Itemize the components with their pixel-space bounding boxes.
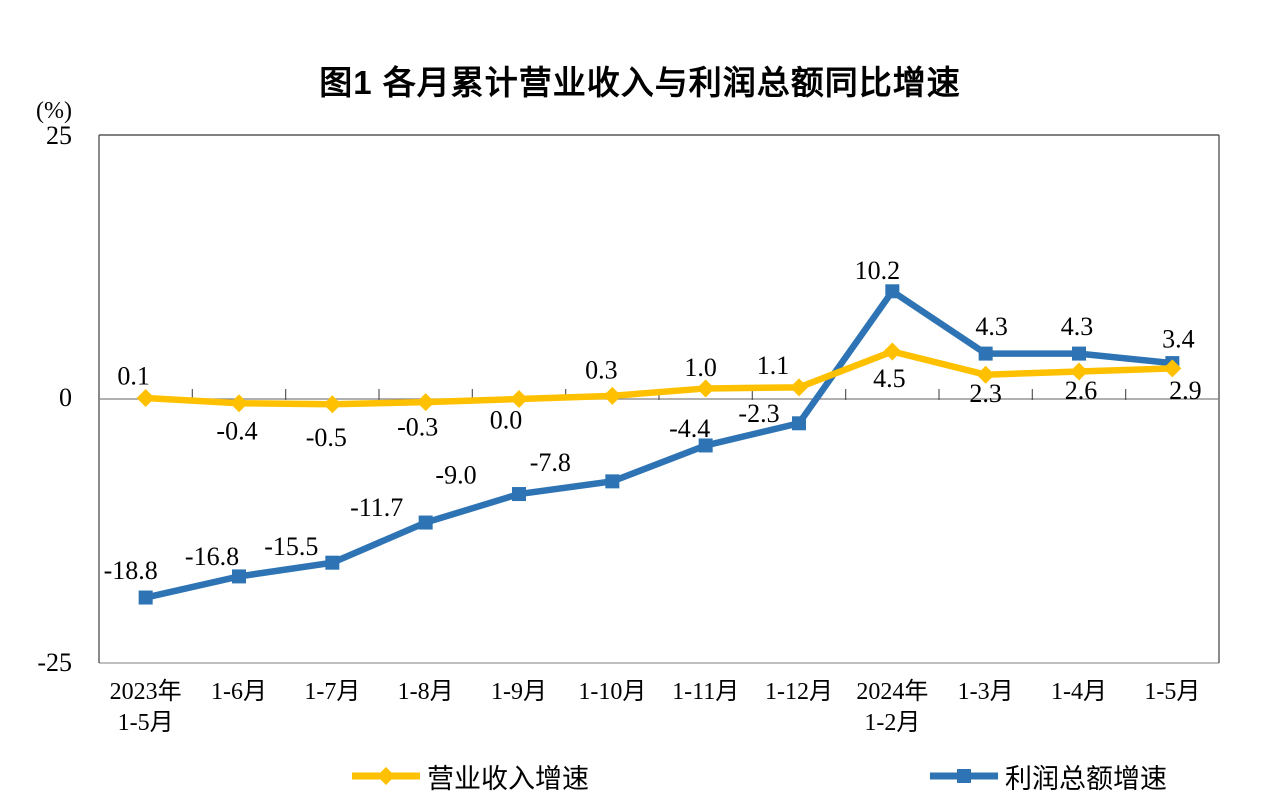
x-axis-category-label: 1-11月 — [672, 679, 740, 705]
data-point-label: 0.0 — [490, 406, 523, 435]
x-axis-category-label: 1-8月 — [397, 679, 454, 705]
data-point-label: -9.0 — [435, 461, 476, 490]
data-point-label: -0.3 — [397, 413, 438, 442]
data-point-marker — [885, 284, 900, 299]
y-axis-unit-label: (%) — [36, 98, 72, 124]
legend-item-revenue: 营业收入增速 — [352, 759, 589, 794]
data-point-marker — [792, 416, 806, 431]
data-point-marker — [603, 386, 622, 405]
legend-item-profit: 利润总额增速 — [930, 759, 1167, 794]
data-point-label: 1.0 — [684, 353, 717, 382]
data-point-label: -0.4 — [216, 417, 257, 446]
x-axis-category-label: 1-3月 — [957, 679, 1014, 705]
data-point-marker — [416, 393, 435, 412]
data-point-marker — [605, 474, 620, 489]
data-point-label: 2.3 — [969, 379, 1002, 408]
data-point-label: 2.9 — [1169, 376, 1202, 405]
data-point-marker — [232, 569, 246, 584]
data-point-label: -0.5 — [306, 423, 347, 452]
x-axis-category-label: 1-4月 — [1051, 679, 1107, 705]
x-axis-category-label: 1-12月 — [765, 679, 833, 705]
x-axis-category-label: 1-5月 — [1144, 679, 1201, 705]
data-point-marker — [696, 379, 715, 398]
legend-label-revenue: 营业收入增速 — [427, 763, 589, 794]
data-point-marker — [418, 515, 433, 530]
data-point-label: -18.8 — [104, 556, 158, 585]
data-point-label: -16.8 — [185, 542, 239, 571]
x-axis-category-label: 1-9月 — [491, 679, 547, 705]
profit-series-marker-icon — [930, 764, 998, 788]
x-axis-category-label: 2023年 1-5月 — [109, 679, 182, 736]
y-axis-tick-label: 0 — [59, 383, 72, 412]
chart-title: 图1 各月累计营业收入与利润总额同比增速 — [319, 64, 961, 101]
series-line-营业收入增速 — [145, 348, 1173, 408]
data-point-marker — [136, 388, 155, 407]
data-point-marker — [790, 378, 808, 397]
data-point-label: -4.4 — [669, 414, 710, 443]
data-point-label: -7.8 — [530, 448, 571, 477]
data-point-label: 0.1 — [117, 361, 150, 390]
data-point-label: -11.7 — [350, 493, 403, 522]
data-point-marker — [138, 590, 153, 605]
data-point-label: 1.1 — [757, 351, 790, 380]
data-point-marker — [1163, 359, 1182, 378]
data-point-marker — [976, 365, 995, 384]
x-axis-category-label: 1-10月 — [578, 679, 647, 705]
data-point-marker — [323, 395, 342, 414]
legend-marker-glyph — [930, 769, 998, 783]
data-point-label: 4.3 — [975, 312, 1008, 341]
series-line-利润总额增速 — [144, 286, 1173, 601]
x-axis-category-label: 2024年 1-2月 — [856, 679, 929, 736]
data-point-marker — [698, 438, 713, 453]
data-point-label: 4.3 — [1061, 312, 1094, 341]
data-point-marker — [1070, 362, 1088, 381]
y-axis-tick-label: 25 — [46, 121, 72, 150]
data-point-label: 0.3 — [585, 355, 618, 384]
data-point-label: -15.5 — [264, 532, 318, 561]
data-point-marker — [1072, 346, 1086, 361]
x-axis-category-label: 1-7月 — [304, 679, 361, 705]
data-point-label: 10.2 — [855, 256, 901, 285]
data-point-label: 3.4 — [1162, 325, 1195, 354]
y-axis-tick-label: -25 — [37, 648, 72, 677]
data-point-marker — [230, 394, 248, 413]
data-point-marker — [510, 390, 528, 408]
legend-label-profit: 利润总额增速 — [1005, 763, 1167, 794]
revenue-series-marker-icon — [352, 764, 420, 788]
data-point-label: 2.6 — [1065, 376, 1098, 405]
legend-marker-glyph — [352, 767, 420, 785]
x-axis-category-label: 1-6月 — [211, 679, 267, 705]
data-point-marker — [883, 342, 902, 361]
data-point-marker — [978, 346, 993, 361]
data-point-label: 4.5 — [873, 364, 906, 393]
data-point-marker — [325, 555, 340, 570]
data-point-marker — [512, 487, 526, 502]
data-point-label: -2.3 — [738, 399, 779, 428]
